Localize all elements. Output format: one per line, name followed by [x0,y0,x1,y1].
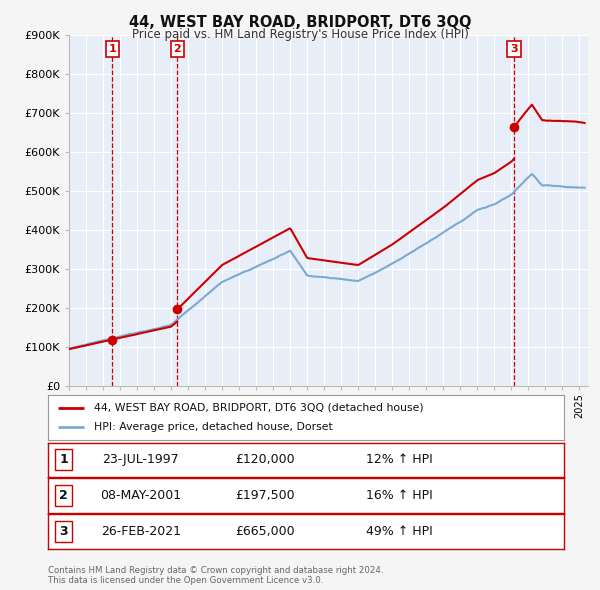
Text: 26-FEB-2021: 26-FEB-2021 [101,525,181,538]
Text: £197,500: £197,500 [235,489,295,502]
Text: 23-JUL-1997: 23-JUL-1997 [103,453,179,466]
Text: £665,000: £665,000 [235,525,295,538]
Text: Price paid vs. HM Land Registry's House Price Index (HPI): Price paid vs. HM Land Registry's House … [131,28,469,41]
Text: 12% ↑ HPI: 12% ↑ HPI [365,453,432,466]
Text: 2: 2 [173,44,181,54]
Text: 2: 2 [59,489,68,502]
Text: HPI: Average price, detached house, Dorset: HPI: Average price, detached house, Dors… [94,422,333,432]
Text: 3: 3 [510,44,518,54]
Text: 3: 3 [59,525,68,538]
Text: 08-MAY-2001: 08-MAY-2001 [100,489,181,502]
Text: 49% ↑ HPI: 49% ↑ HPI [365,525,432,538]
Text: 1: 1 [59,453,68,466]
Text: £120,000: £120,000 [235,453,295,466]
Text: 1: 1 [109,44,116,54]
Text: 44, WEST BAY ROAD, BRIDPORT, DT6 3QQ: 44, WEST BAY ROAD, BRIDPORT, DT6 3QQ [129,15,471,30]
Text: Contains HM Land Registry data © Crown copyright and database right 2024.
This d: Contains HM Land Registry data © Crown c… [48,566,383,585]
Text: 16% ↑ HPI: 16% ↑ HPI [365,489,432,502]
Text: 44, WEST BAY ROAD, BRIDPORT, DT6 3QQ (detached house): 44, WEST BAY ROAD, BRIDPORT, DT6 3QQ (de… [94,403,424,412]
